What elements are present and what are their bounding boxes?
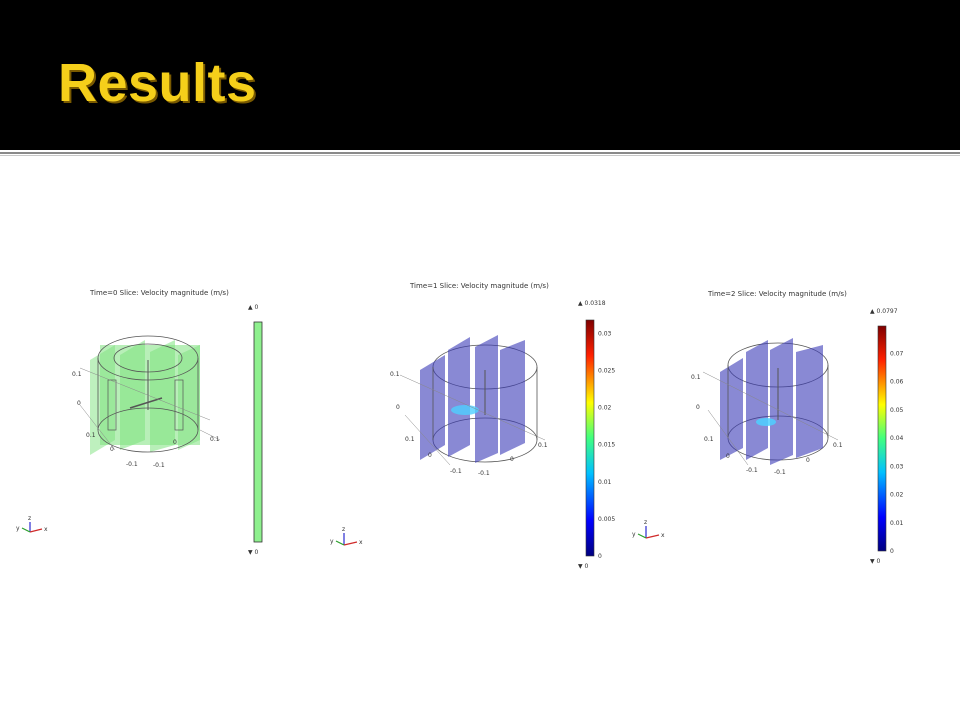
axis-label: 0.1 — [833, 442, 843, 449]
divider-line — [0, 152, 960, 154]
colorbar-max: ▲ 0.0318 — [578, 300, 606, 307]
axis-label: 0 — [806, 457, 810, 464]
axis-label: -0.1 — [478, 470, 490, 477]
triad-z: z — [342, 526, 345, 533]
axis-label: 0 — [77, 400, 81, 407]
axis-label: 0.1 — [691, 374, 701, 381]
triad-x: x — [359, 539, 363, 546]
axis-label: 0.1 — [210, 436, 220, 443]
colorbar-tick-label: 0.03 — [890, 463, 904, 470]
colorbar-min: ▼ 0 — [578, 563, 589, 570]
colorbar-min: ▼ 0 — [248, 549, 259, 556]
colorbar-ticks: 0.03 0.025 0.02 0.015 0.01 0.005 0 — [598, 330, 615, 560]
plot-header: Time=0 Slice: Velocity magnitude (m/s) — [89, 289, 229, 297]
geometry-model — [702, 338, 839, 466]
triad-y: y — [632, 531, 636, 538]
plot-time-2: Time=2 Slice: Velocity magnitude (m/s) 0… — [628, 280, 938, 580]
axis-label: -0.1 — [450, 468, 462, 475]
axis-label: 0.1 — [405, 436, 415, 443]
colorbar-tick-label: 0 — [598, 553, 602, 560]
colorbar-tick-label: 0.02 — [598, 405, 612, 412]
axis-label: -0.1 — [126, 461, 138, 468]
colorbar-min: ▼ 0 — [870, 558, 881, 565]
geometry-model — [79, 335, 221, 455]
triad-x: x — [661, 532, 665, 539]
plot-header: Time=1 Slice: Velocity magnitude (m/s) — [409, 282, 549, 290]
colorbar-tick-label: 0.02 — [890, 492, 904, 499]
colorbar-ticks: 0.07 0.06 0.05 0.04 0.03 0.02 0.01 0 — [890, 350, 904, 555]
plot-time-1-svg: Time=1 Slice: Velocity magnitude (m/s) 0… — [330, 282, 615, 570]
axis-label: 0 — [173, 439, 177, 446]
plot-time-0: Time=0 Slice: Velocity magnitude (m/s) 0… — [0, 280, 300, 570]
colorbar-tick-label: 0.03 — [598, 330, 612, 337]
triad-z: z — [28, 515, 31, 522]
colorbar-tick-label: 0.01 — [890, 520, 904, 527]
axis-label: -0.1 — [153, 462, 165, 469]
colorbar-max: ▲ 0.0797 — [870, 308, 898, 315]
axis-label: 0.1 — [86, 432, 96, 439]
axis-triad: z y x — [632, 519, 665, 539]
colorbar-tick-label: 0 — [890, 548, 894, 555]
colorbar-tick-label: 0.04 — [890, 435, 904, 442]
colorbar-tick-label: 0.06 — [890, 379, 904, 386]
colorbar — [877, 325, 887, 552]
axis-label: 0.1 — [538, 442, 548, 449]
plot-time-1: Time=1 Slice: Velocity magnitude (m/s) 0… — [320, 275, 630, 575]
axis-label: 0.1 — [390, 371, 400, 378]
axis-label: 0 — [510, 456, 514, 463]
colorbar-tick-label: 0.025 — [598, 367, 615, 374]
title-bar: Results — [0, 0, 960, 150]
triad-x: x — [44, 526, 48, 533]
axis-label: 0.1 — [72, 371, 82, 378]
colorbar-tick-label: 0.07 — [890, 350, 904, 357]
axis-label: 0 — [428, 452, 432, 459]
colorbar — [253, 321, 263, 543]
colorbar-tick-label: 0.01 — [598, 479, 612, 486]
triad-z: z — [644, 519, 647, 526]
axis-label: 0 — [726, 453, 730, 460]
slide-title: Results — [58, 53, 257, 113]
axis-label: -0.1 — [774, 469, 786, 476]
triad-y: y — [330, 538, 334, 545]
plot-time-2-svg: Time=2 Slice: Velocity magnitude (m/s) 0… — [632, 290, 904, 565]
axis-label: 0 — [696, 404, 700, 411]
axis-triad: z y x — [16, 515, 48, 533]
colorbar-tick-label: 0.015 — [598, 442, 615, 449]
divider-line-thin — [0, 155, 960, 156]
colorbar-tick-label: 0.005 — [598, 516, 615, 523]
colorbar — [585, 319, 595, 557]
axis-label: 0 — [396, 404, 400, 411]
axis-label: 0 — [110, 446, 114, 453]
triad-y: y — [16, 525, 20, 532]
colorbar-tick-label: 0.05 — [890, 407, 904, 414]
plot-header: Time=2 Slice: Velocity magnitude (m/s) — [707, 290, 847, 298]
colorbar-max: ▲ 0 — [248, 304, 259, 311]
axis-label: -0.1 — [746, 467, 758, 474]
axis-triad: z y x — [330, 526, 363, 546]
plot-time-0-svg: Time=0 Slice: Velocity magnitude (m/s) 0… — [16, 289, 263, 556]
axis-label: 0.1 — [704, 436, 714, 443]
geometry-model — [399, 335, 546, 466]
